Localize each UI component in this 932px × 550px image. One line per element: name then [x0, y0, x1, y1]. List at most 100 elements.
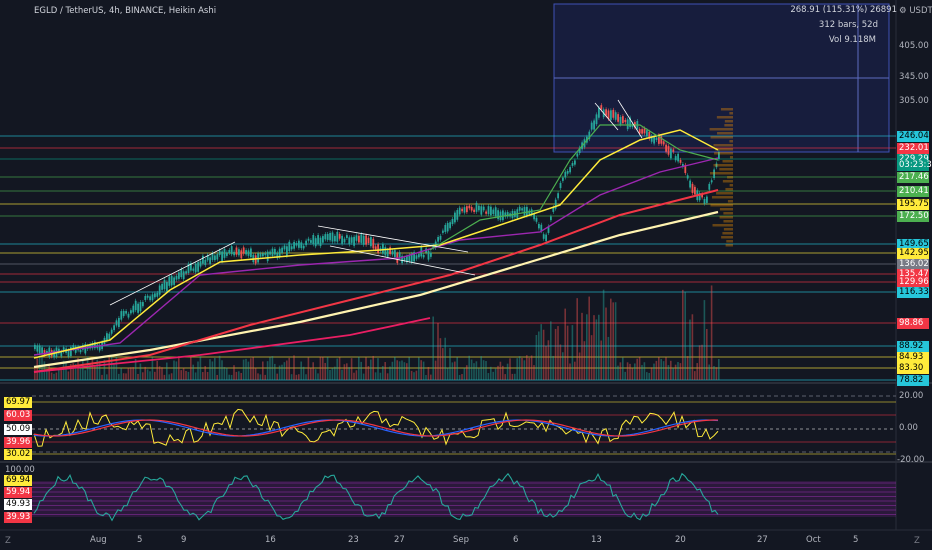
volume-bar	[559, 344, 562, 380]
candle-body	[202, 255, 204, 264]
volume-bar	[197, 361, 199, 380]
candle-body	[374, 246, 377, 250]
candle-body	[362, 235, 365, 245]
osc2-top-label: 100.00	[5, 465, 35, 475]
volume-bar	[526, 355, 528, 380]
candle-body	[194, 263, 197, 273]
volume-bar	[288, 357, 290, 380]
candle-body	[590, 122, 593, 130]
volume-bar	[310, 368, 312, 380]
candle-body	[504, 212, 507, 217]
candle-body	[487, 206, 490, 215]
volume-bar	[576, 298, 578, 380]
volume-bar	[120, 367, 122, 380]
candle-body	[600, 105, 603, 110]
candle-body	[641, 129, 643, 134]
volume-bar	[490, 366, 492, 380]
volume-bar	[432, 316, 434, 380]
volume-bar	[67, 371, 70, 380]
volume-bar	[110, 355, 113, 380]
candle-body	[137, 303, 139, 313]
volume-bar	[274, 363, 276, 380]
volume-bar	[590, 335, 593, 380]
candle-body	[571, 163, 574, 166]
candle-body	[458, 207, 461, 215]
volume-bar	[427, 366, 430, 380]
candle-body	[173, 277, 175, 285]
candle-body	[480, 206, 483, 215]
volume-bar	[619, 362, 622, 380]
candle-body	[533, 213, 535, 220]
candle-body	[146, 295, 149, 298]
volume-profile	[709, 108, 733, 247]
candle-body	[38, 345, 41, 354]
candle-body	[382, 244, 384, 254]
volume-bar	[636, 358, 638, 380]
volume-bar	[271, 356, 274, 380]
candle-body	[552, 207, 555, 212]
volume-bar	[691, 314, 694, 380]
candle-body	[538, 223, 540, 229]
volume-bar	[521, 357, 523, 380]
candle-body	[610, 110, 612, 120]
volume-bar	[401, 360, 403, 380]
osc2-level-label: 49.93	[4, 499, 33, 510]
candle-body	[216, 254, 219, 260]
volume-bar	[614, 302, 617, 380]
candle-body	[612, 109, 615, 118]
osc1-level-label: 30.02	[4, 449, 33, 460]
candle-body	[120, 311, 123, 320]
volume-bar	[86, 356, 89, 380]
zoom-reset-right[interactable]: Z	[914, 536, 920, 546]
candle-body	[566, 170, 569, 174]
osc1-tick: 20.00	[899, 391, 924, 401]
candle-body	[113, 325, 115, 331]
volume-bar	[413, 372, 415, 380]
candle-body	[149, 296, 151, 301]
volume-bar	[442, 348, 444, 380]
candle-body	[180, 268, 183, 278]
volume-bar	[293, 355, 295, 380]
candle-body	[295, 243, 298, 246]
osc2-line	[33, 472, 719, 522]
candle-body	[710, 180, 713, 183]
candle-body	[185, 271, 187, 274]
volume-bar	[151, 357, 154, 380]
candle-body	[492, 209, 495, 214]
osc1-signal-2	[33, 419, 719, 437]
settings-icon[interactable]: ⚙	[899, 6, 907, 16]
symbol-title[interactable]: EGLD / TetherUS, 4h, BINANCE, Heikin Ash…	[34, 6, 217, 16]
candle-body	[451, 218, 454, 225]
volume-bar	[607, 336, 610, 380]
zoom-reset-left[interactable]: Z	[5, 536, 11, 546]
profile-row	[710, 204, 733, 207]
candle-body	[293, 241, 295, 249]
price-level-label: 116.33	[897, 287, 929, 298]
volume-bar	[665, 357, 667, 380]
volume-bar	[350, 358, 353, 380]
candle-body	[197, 262, 199, 272]
volume-bar	[670, 360, 672, 380]
volume-bar	[240, 372, 242, 380]
volume-bar	[233, 365, 235, 380]
profile-row	[729, 156, 733, 159]
volume-bar	[48, 365, 50, 380]
volume-bar	[530, 355, 533, 380]
volume-bar	[538, 331, 540, 380]
volume-bar	[509, 358, 511, 380]
volume-bar	[218, 355, 221, 380]
volume-bar	[703, 300, 706, 380]
candle-body	[67, 350, 70, 357]
volume-bar	[473, 363, 475, 380]
candle-body	[218, 250, 221, 255]
volume-bar	[646, 372, 648, 380]
volume-bar	[108, 356, 110, 380]
volume-bar	[571, 325, 574, 380]
volume-bar	[74, 363, 77, 380]
volume-bar	[624, 371, 626, 380]
volume-bar	[430, 374, 432, 380]
profile-row	[725, 244, 733, 247]
candle-body	[60, 351, 63, 357]
